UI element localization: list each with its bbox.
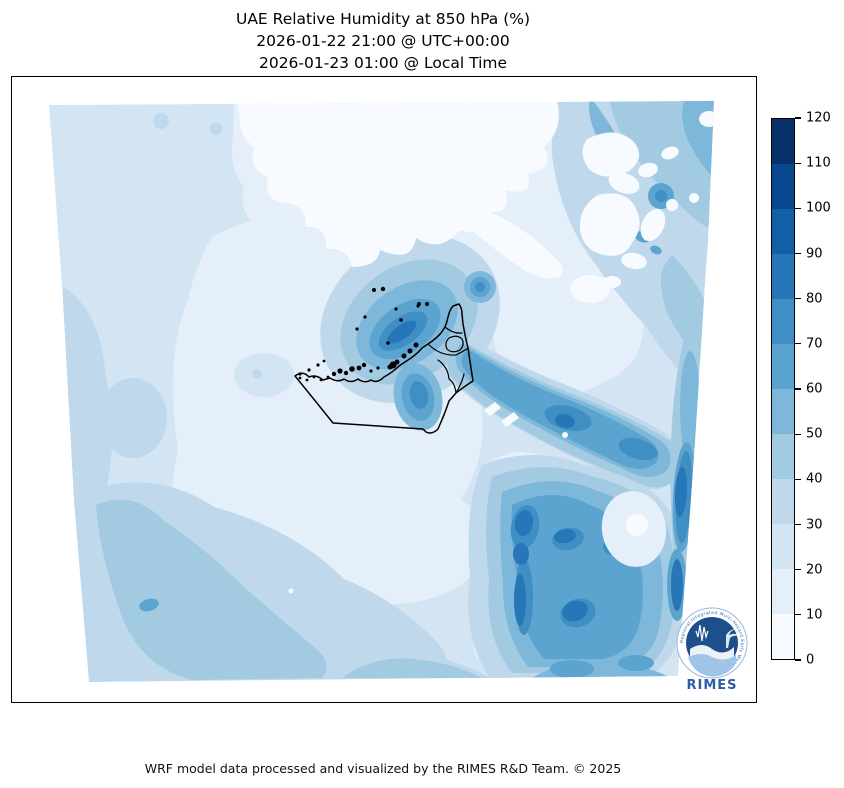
colorbar-tick-label: 110 xyxy=(806,155,831,171)
colorbar-tick-label: 10 xyxy=(806,607,823,623)
colorbar-tick xyxy=(795,343,801,345)
colorbar: 0 10 20 30 40 50 60 70 80 90 100 110 120 xyxy=(771,111,841,668)
colorbar-tick xyxy=(795,478,801,480)
colorbar-segment xyxy=(772,344,794,389)
colorbar-tick-label: 70 xyxy=(806,336,823,352)
colorbar-tick xyxy=(795,252,801,255)
colorbar-tick xyxy=(795,298,801,300)
colorbar-tick xyxy=(795,117,801,119)
rimes-wordmark: RIMES xyxy=(686,678,737,693)
colorbar-tick xyxy=(795,433,801,435)
colorbar-tick-label: 0 xyxy=(806,652,815,668)
colorbar-tick xyxy=(795,569,801,571)
title-local-time: 2026-01-23 01:00 @ Local Time xyxy=(258,54,508,72)
colorbar-tick-label: 100 xyxy=(806,200,831,216)
uae-border-outline xyxy=(294,303,474,434)
contour-fill-layers xyxy=(49,101,714,682)
colorbar-tick xyxy=(795,659,801,661)
colorbar-tick xyxy=(795,207,801,209)
colorbar-segment xyxy=(772,254,794,299)
colorbar-segment xyxy=(772,119,794,164)
colorbar-tick-label: 50 xyxy=(806,426,823,442)
humidity-contour-map xyxy=(49,101,714,682)
wave-graphic xyxy=(690,645,734,662)
colorbar-segment xyxy=(772,209,794,254)
colorbar-tick xyxy=(795,162,801,164)
colorbar-segment xyxy=(772,164,794,209)
colorbar-segment xyxy=(772,389,794,434)
colorbar-tick-label: 30 xyxy=(806,517,823,532)
footer-credit: WRF model data processed and visualized … xyxy=(144,761,622,776)
colorbar-tick-label: 90 xyxy=(806,246,823,261)
colorbar-segment xyxy=(772,434,794,479)
rimes-logo: Regional Integrated Multi-Hazard Early W… xyxy=(676,607,748,693)
colorbar-segment xyxy=(772,569,794,614)
colorbar-tick xyxy=(795,614,801,616)
palm-tree-icon xyxy=(726,629,739,648)
title-utc-time: 2026-01-22 21:00 @ UTC+00:00 xyxy=(256,32,510,50)
colorbar-tick-label: 60 xyxy=(806,381,823,397)
colorbar-segment xyxy=(772,524,794,569)
colorbar-tick-label: 40 xyxy=(806,471,823,487)
colorbar-segment xyxy=(772,479,794,524)
colorbar-tick-label: 20 xyxy=(806,562,823,578)
dry-pockets-northeast xyxy=(288,111,714,594)
page-title: UAE Relative Humidity at 850 hPa (%) xyxy=(235,10,531,28)
colorbar-tick xyxy=(795,523,801,526)
map-axes-frame: Regional Integrated Multi-Hazard Early W… xyxy=(11,76,757,703)
colorbar-tick xyxy=(795,388,801,390)
coastal-settlement-marks xyxy=(298,286,429,382)
title-block: UAE Relative Humidity at 850 hPa (%) 202… xyxy=(11,8,755,74)
seismograph-icon xyxy=(695,624,709,642)
colorbar-segments xyxy=(771,118,795,660)
colorbar-tick-label: 80 xyxy=(806,291,823,307)
colorbar-segment xyxy=(772,299,794,344)
colorbar-tick-label: 120 xyxy=(806,110,831,126)
colorbar-segment xyxy=(772,614,794,659)
lower-wave-graphic xyxy=(688,654,736,677)
